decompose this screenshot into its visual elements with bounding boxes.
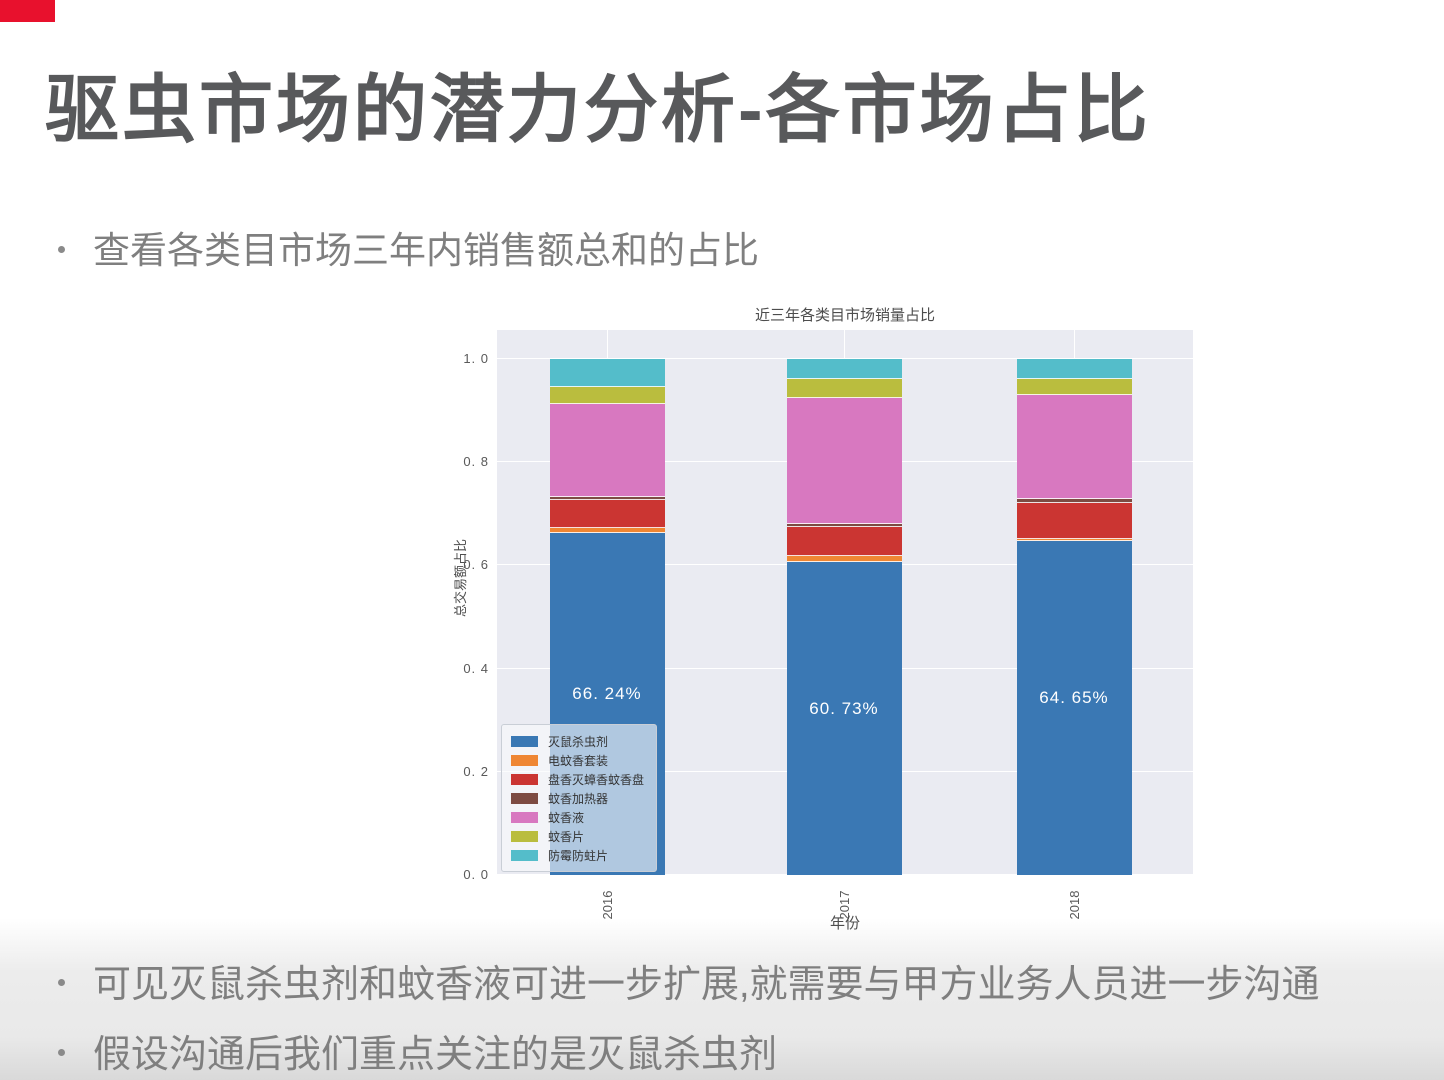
bullet-item-top: 查看各类目市场三年内销售额总和的占比 [58,220,759,274]
bar-segment-蚊香片 [1016,378,1132,396]
bar-segment-蚊香加热器 [1016,498,1132,503]
legend-entry: 防霉防蛀片 [511,847,644,863]
page-title: 驱虫市场的潜力分析-各市场占比 [45,68,1151,151]
legend-swatch-蚊香片 [511,830,538,842]
bar-segment-蚊香片 [786,379,902,399]
bar-segment-蚊香加热器 [549,497,665,501]
legend-label: 盘香灭蟑香蚊香盘 [548,772,645,787]
legend-entry: 蚊香液 [511,809,644,825]
bar-value-label: 60. 73% [809,698,879,718]
y-tick-label: 0. 2 [463,763,489,779]
legend-label: 灭鼠杀虫剂 [548,734,609,749]
legend-entry: 蚊香片 [511,828,644,844]
bullet-dot [58,245,65,253]
legend-swatch-电蚊香套装 [511,754,538,766]
bullet-dot [58,1049,65,1057]
bar-value-label: 66. 24% [572,683,642,703]
legend-entry: 蚊香加热器 [511,790,644,806]
bar-segment-盘香灭蟑香蚊香盘 [549,500,665,529]
bar-segment-蚊香液 [549,403,665,498]
y-tick-label: 0. 0 [463,867,489,882]
red-accent-bar [0,0,55,22]
bar-segment-电蚊香套装 [1016,538,1132,542]
y-axis-label: 总交易额占比 [453,539,468,618]
legend-entry: 灭鼠杀虫剂 [511,733,644,749]
bar-segment-防霉防蛀片 [549,359,665,387]
bar-segment-电蚊香套装 [786,555,902,562]
bullet-text: 假设沟通后我们重点关注的是灭鼠杀虫剂 [93,1034,778,1076]
legend-label: 蚊香片 [548,829,585,844]
legend-label: 防霉防蛀片 [548,848,609,863]
bar-segment-灭鼠杀虫剂 [786,561,902,875]
bullet-item-bottom-1: 可见灭鼠杀虫剂和蚊香液可进一步扩展,就需要与甲方业务人员进一步沟通 [58,953,1320,1008]
bullet-text: 可见灭鼠杀虫剂和蚊香液可进一步扩展,就需要与甲方业务人员进一步沟通 [93,964,1320,1006]
bar-segment-灭鼠杀虫剂 [1016,541,1132,875]
legend-entry: 电蚊香套装 [511,752,644,768]
legend-entry: 盘香灭蟑香蚊香盘 [511,771,644,787]
legend-swatch-蚊香液 [511,811,538,823]
bar-segment-防霉防蛀片 [786,359,902,380]
bar-segment-蚊香加热器 [786,523,902,528]
y-tick-label: 0. 6 [463,557,489,573]
legend-swatch-蚊香加热器 [511,792,538,804]
y-tick-label: 0. 8 [463,454,489,470]
bar-segment-蚊香液 [786,398,902,524]
y-tick-label: 0. 4 [463,660,489,676]
gridline-horizontal [497,358,1193,359]
plot-area: 66. 24% 60. 73% 64. 65% 灭鼠杀虫剂电蚊香套装盘香灭蟑香蚊香盘蚊… [497,330,1193,875]
legend-label: 蚊香加热器 [548,791,609,806]
legend-swatch-盘香灭蟑香蚊香盘 [511,773,538,785]
y-tick-label: 1. 0 [463,351,489,366]
legend-swatch-灭鼠杀虫剂 [511,735,538,747]
bar-segment-蚊香片 [549,386,665,404]
bullet-text: 查看各类目市场三年内销售额总和的占比 [93,230,759,271]
bar-segment-盘香灭蟑香蚊香盘 [786,527,902,556]
bar-2016 [549,359,665,875]
legend-label: 蚊香液 [548,810,585,825]
bar-segment-防霉防蛀片 [1016,359,1132,379]
chart-title: 近三年各类目市场销量占比 [754,307,935,324]
bar-2017 [786,359,902,875]
bar-segment-盘香灭蟑香蚊香盘 [1016,502,1132,539]
legend-swatch-防霉防蛀片 [511,849,538,861]
x-axis-label: 年份 [829,915,860,932]
bar-value-label: 64. 65% [1039,688,1109,708]
bar-2018 [1016,359,1132,875]
bullet-item-bottom-2: 假设沟通后我们重点关注的是灭鼠杀虫剂 [58,1023,777,1078]
legend-label: 电蚊香套装 [548,753,609,768]
stacked-bar-chart: 近三年各类目市场销量占比 总交易额占比 66. 24% 60. 73% 64. 65… [430,300,1220,950]
chart-legend: 灭鼠杀虫剂电蚊香套装盘香灭蟑香蚊香盘 蚊香加热器蚊香液蚊香片防霉防蛀片 [501,724,658,872]
bar-segment-蚊香液 [1016,395,1132,499]
bar-segment-电蚊香套装 [549,528,665,534]
bullet-dot [58,979,65,987]
